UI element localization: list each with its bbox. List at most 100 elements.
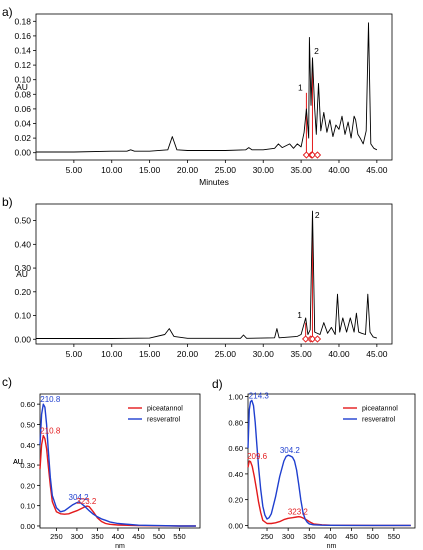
x-tick-label: 300 — [282, 532, 295, 541]
x-tick-label: 35.00 — [290, 165, 312, 175]
y-tick-label: 0.40 — [228, 470, 243, 479]
x-tick-label: 30.00 — [253, 349, 275, 359]
series-line-trace — [36, 210, 378, 339]
peak-number-label: 2 — [315, 210, 320, 220]
uv-spectrum-panel-c: c) 0.00 0.10 0.20 0.30 0.40 0.50 0.60 250 300 350… — [2, 375, 201, 550]
legend-entry: piceatannol — [147, 406, 183, 413]
x-tick-label: 10.00 — [101, 165, 123, 175]
y-axis-title: AU — [13, 459, 23, 466]
peak-wavelength-label: 210.8 — [40, 427, 61, 436]
legend-entry: piceatannol — [362, 406, 398, 413]
panel-letter-a: a) — [2, 5, 13, 19]
x-tick-label: 400 — [112, 532, 125, 541]
y-tick-label: 0.50 — [14, 216, 31, 226]
y-tick-label: 1.00 — [228, 393, 243, 402]
x-tick-label: 15.00 — [139, 165, 161, 175]
y-tick-label: 0.60 — [20, 400, 35, 409]
y-tick-label: 0.60 — [228, 444, 243, 453]
plot-frame — [39, 393, 201, 529]
y-tick-label: 0.50 — [20, 420, 35, 429]
chromatogram-panel-b: b) 0.00 0.10 0.20 0.30 0.40 0.50 5.00 10.00 15.0… — [2, 195, 393, 359]
x-tick-label: 250 — [261, 532, 274, 541]
x-tick-label: 15.00 — [139, 349, 161, 359]
y-tick-label: 0.10 — [14, 311, 31, 321]
y-axis-title: AU — [13, 459, 23, 466]
panel-letter-b: b) — [2, 195, 13, 209]
x-tick-label: 45.00 — [366, 165, 388, 175]
x-tick-label: 25.00 — [215, 165, 237, 175]
y-tick-label: 0.20 — [228, 496, 243, 505]
peak-diamond-marker — [313, 151, 322, 159]
x-tick-label: 40.00 — [328, 349, 350, 359]
y-tick-label: 0.04 — [14, 119, 31, 129]
x-tick-label: 500 — [153, 532, 166, 541]
x-tick-label: 40.00 — [328, 165, 350, 175]
plot-frame — [247, 393, 416, 529]
peak-wavelength-label: 304.2 — [69, 493, 90, 502]
y-tick-label: 0.10 — [20, 502, 35, 511]
y-tick-label: 0.00 — [14, 148, 31, 158]
x-tick-label: 45.00 — [366, 349, 388, 359]
legend-entry: resveratrol — [362, 417, 396, 424]
peak-number-label: 1 — [297, 310, 302, 320]
y-axis-title: AU — [16, 82, 28, 92]
x-tick-label: 20.00 — [177, 165, 199, 175]
y-tick-label: 0.80 — [228, 418, 243, 427]
y-tick-label: 0.18 — [14, 16, 31, 26]
y-axis-title: AU — [16, 269, 28, 279]
y-tick-label: 0.02 — [14, 133, 31, 143]
panel-letter-d: d) — [212, 377, 223, 391]
x-axis-title: nm — [115, 543, 125, 550]
x-tick-label: 300 — [71, 532, 84, 541]
series-line-piceatannol — [247, 460, 411, 527]
peak-wavelength-label: 210.8 — [40, 395, 61, 404]
y-tick-label: 0.30 — [14, 263, 31, 273]
y-tick-label: 0.06 — [14, 104, 31, 114]
x-tick-label: 5.00 — [66, 349, 83, 359]
x-tick-label: 500 — [366, 532, 379, 541]
peak-wavelength-label: 209.6 — [247, 452, 268, 461]
peak-wavelength-label: 304.2 — [280, 446, 301, 455]
series-line-resveratrol — [247, 399, 411, 527]
x-tick-label: 450 — [132, 532, 145, 541]
x-tick-label: 250 — [50, 532, 63, 541]
y-tick-label: 0.08 — [14, 89, 31, 99]
y-tick-label: 0.10 — [14, 75, 31, 85]
panel-letter-c: c) — [2, 375, 12, 389]
x-tick-label: 350 — [303, 532, 316, 541]
x-tick-label: 30.00 — [253, 165, 275, 175]
peak-wavelength-label: 323.2 — [288, 508, 309, 517]
peak-diamond-marker — [313, 335, 322, 343]
x-tick-label: 20.00 — [177, 349, 199, 359]
x-axis-title: Minutes — [199, 177, 229, 187]
legend-entry: resveratrol — [147, 417, 181, 424]
plot-frame — [35, 13, 393, 161]
peak-wavelength-label: 214.3 — [249, 391, 270, 400]
chromatogram-panel-a: a) 0.00 0.02 0.04 0.06 0.08 0.10 0.12 0.14 0.16 0… — [2, 5, 393, 187]
y-tick-label: 0.30 — [20, 461, 35, 470]
x-tick-label: 10.00 — [101, 349, 123, 359]
peak-number-label: 1 — [298, 83, 303, 93]
x-tick-label: 550 — [388, 532, 401, 541]
x-tick-label: 5.00 — [66, 165, 83, 175]
y-tick-label: 0.20 — [20, 481, 35, 490]
y-tick-label: 0.12 — [14, 60, 31, 70]
uv-spectrum-panel-d: d) 0.00 0.20 0.40 0.60 0.80 1.00 250 300 350 400 4… — [13, 377, 416, 550]
x-tick-label: 400 — [324, 532, 337, 541]
peak-number-label: 2 — [314, 46, 319, 56]
peak-wavelength-label: 323.2 — [76, 497, 97, 506]
y-tick-label: 0.14 — [14, 46, 31, 56]
x-tick-label: 35.00 — [290, 349, 312, 359]
x-tick-label: 25.00 — [215, 349, 237, 359]
y-tick-label: 0.00 — [20, 522, 35, 531]
y-tick-label: 0.00 — [228, 521, 243, 530]
y-tick-label: 0.40 — [14, 239, 31, 249]
x-tick-label: 550 — [173, 532, 186, 541]
series-line-resveratrol — [39, 403, 196, 527]
series-line-piceatannol — [39, 434, 196, 527]
x-tick-label: 450 — [345, 532, 358, 541]
y-tick-label: 0.16 — [14, 31, 31, 41]
series-line-trace — [36, 22, 378, 153]
plot-frame — [35, 203, 393, 345]
